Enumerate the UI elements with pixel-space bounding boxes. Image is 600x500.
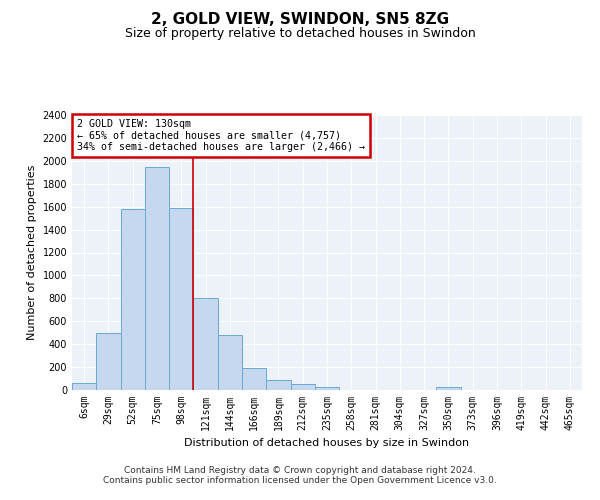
Text: Contains HM Land Registry data © Crown copyright and database right 2024.
Contai: Contains HM Land Registry data © Crown c… <box>103 466 497 485</box>
Bar <box>193 298 218 390</box>
X-axis label: Distribution of detached houses by size in Swindon: Distribution of detached houses by size … <box>184 438 470 448</box>
Bar <box>266 380 290 390</box>
Bar <box>218 335 242 390</box>
Bar <box>436 387 461 390</box>
Bar <box>72 383 96 390</box>
Text: Size of property relative to detached houses in Swindon: Size of property relative to detached ho… <box>125 28 475 40</box>
Y-axis label: Number of detached properties: Number of detached properties <box>27 165 37 340</box>
Text: 2, GOLD VIEW, SWINDON, SN5 8ZG: 2, GOLD VIEW, SWINDON, SN5 8ZG <box>151 12 449 28</box>
Bar <box>96 332 121 390</box>
Bar <box>290 384 315 390</box>
Bar <box>121 209 145 390</box>
Bar <box>242 368 266 390</box>
Bar <box>315 386 339 390</box>
Bar <box>145 166 169 390</box>
Bar <box>169 208 193 390</box>
Text: 2 GOLD VIEW: 130sqm
← 65% of detached houses are smaller (4,757)
34% of semi-det: 2 GOLD VIEW: 130sqm ← 65% of detached ho… <box>77 119 365 152</box>
